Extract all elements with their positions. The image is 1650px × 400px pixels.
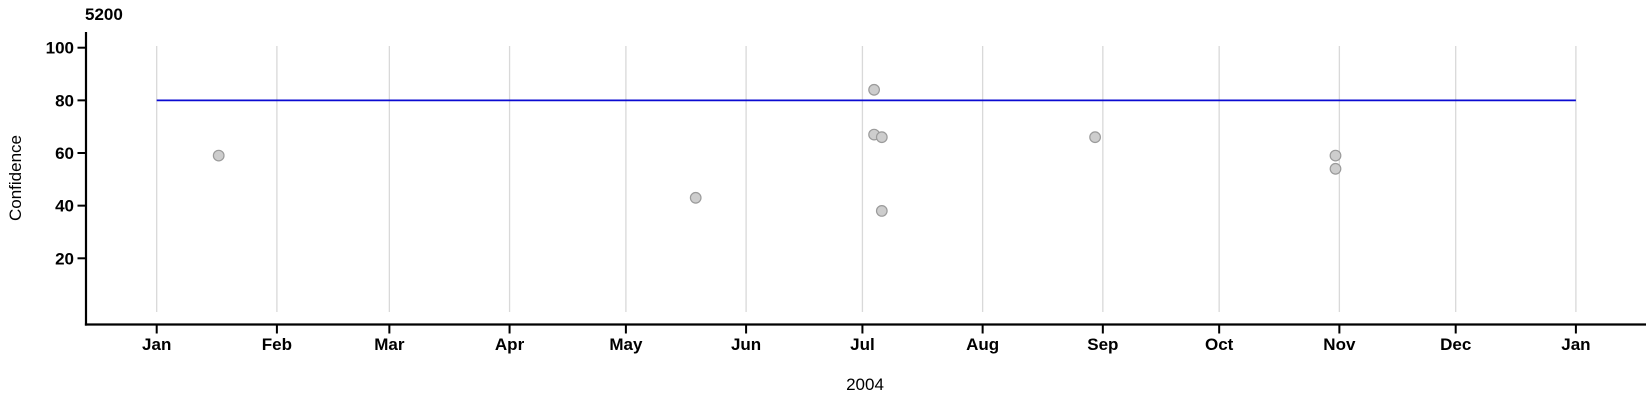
x-tick-label: May: [609, 335, 643, 354]
x-tick-label: Apr: [495, 335, 525, 354]
x-tick-label: Jun: [731, 335, 761, 354]
data-point: [875, 131, 888, 144]
data-point: [1089, 131, 1101, 144]
x-tick-label: Jul: [850, 335, 875, 354]
x-tick-label: Feb: [262, 335, 292, 354]
data-point: [1329, 149, 1342, 162]
x-tick-label: Jan: [142, 335, 171, 354]
x-tick-label: Dec: [1440, 335, 1471, 354]
y-axis-label: Confidence: [6, 135, 25, 221]
y-tick-label: 60: [55, 144, 74, 163]
data-point: [212, 149, 225, 162]
data-point: [868, 83, 880, 96]
gridlines: [156, 46, 1577, 312]
x-tick-label: Sep: [1087, 335, 1118, 354]
data-point: [1329, 162, 1342, 175]
data-point: [875, 204, 888, 217]
y-tick-label: 80: [55, 91, 74, 110]
x-axis-year-label: 2004: [846, 375, 884, 394]
chart-title: 5200: [85, 5, 123, 24]
x-tick-label: Aug: [966, 335, 999, 354]
axes: 20 40 60 80 100 Jan Feb Mar Apr May Jun Jul Aug Sep Oc…: [46, 32, 1646, 354]
x-tick-label: Oct: [1205, 335, 1234, 354]
x-tick-label: Nov: [1323, 335, 1356, 354]
y-tick-label: 20: [55, 249, 74, 268]
data-point: [689, 191, 702, 204]
data-points: [212, 83, 1342, 217]
y-tick-label: 40: [55, 197, 74, 216]
x-tick-label: Mar: [374, 335, 405, 354]
y-tick-label: 100: [46, 39, 74, 58]
x-tick-label: Jan: [1561, 335, 1590, 354]
